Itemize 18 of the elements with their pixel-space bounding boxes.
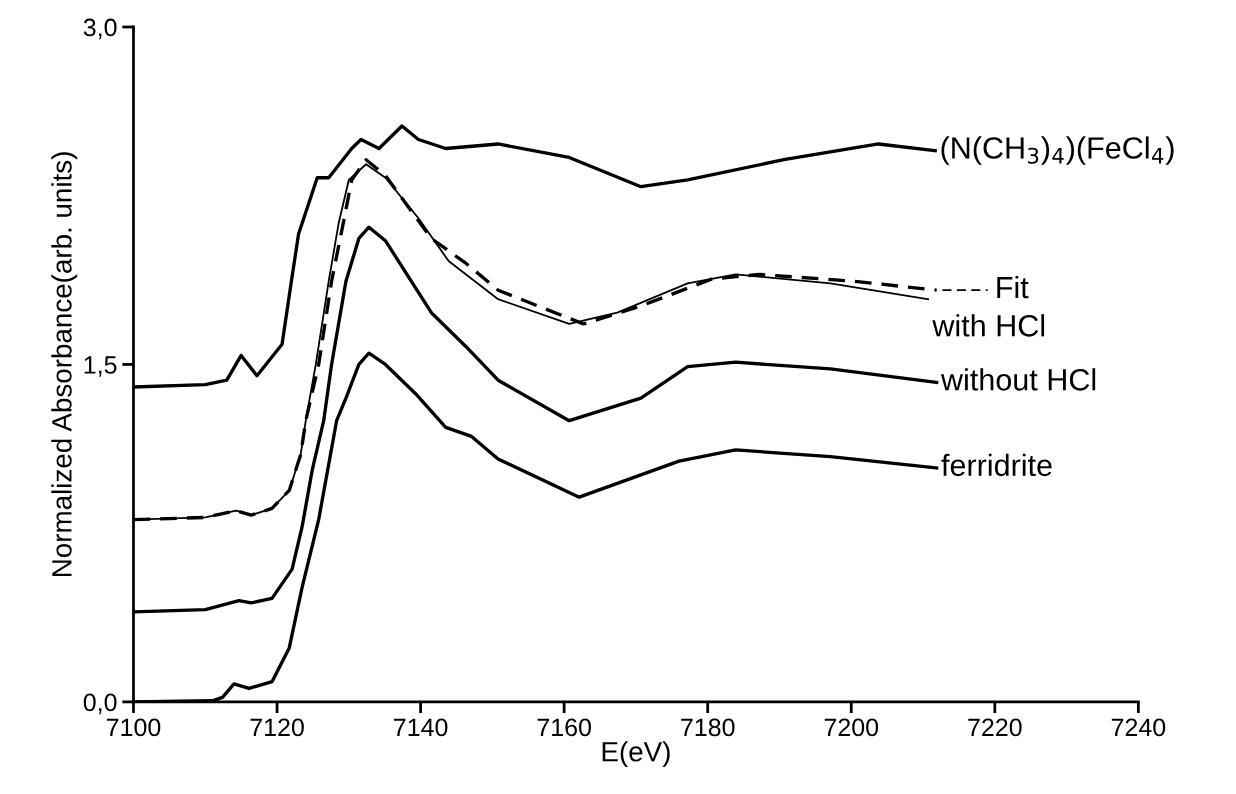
legend-label: Fit — [997, 275, 1029, 299]
x-tick-label: 7240 — [1111, 718, 1166, 737]
x-tick-label: 7180 — [681, 718, 735, 737]
x-tick-label: 7160 — [537, 718, 591, 737]
y-tick-label: 3,0 — [83, 18, 117, 40]
series-label: with HCl — [932, 314, 1045, 337]
series-label: without HCl — [940, 368, 1096, 391]
y-tick-label: 1,5 — [84, 356, 117, 377]
x-tick-label: 7120 — [250, 718, 304, 737]
x-tick-label: 7140 — [394, 718, 448, 737]
series-label: ferridrite — [941, 453, 1052, 477]
x-tick-label: 7100 — [106, 718, 161, 737]
x-tick-label: 7200 — [824, 718, 879, 737]
x-tick-label: 7220 — [968, 718, 1022, 737]
x-axis-title: E(eV) — [602, 741, 670, 768]
y-axis-title: Normalized Absorbance(arb. units) — [51, 152, 78, 576]
series-label: (N(CH$_{3}$)$_{4}$)(FeCl$_{4}$) — [941, 136, 1174, 165]
y-tick-label: 0,0 — [83, 693, 117, 715]
